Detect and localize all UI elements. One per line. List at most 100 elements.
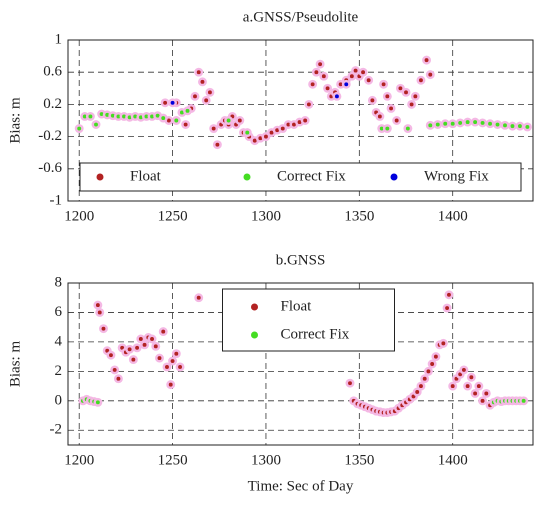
point xyxy=(455,118,465,128)
point xyxy=(190,91,200,101)
point xyxy=(444,290,454,300)
y-tick-label: -0.2 xyxy=(38,128,62,144)
point xyxy=(158,327,168,337)
plot-frame xyxy=(67,282,534,446)
y-tick-label: 8 xyxy=(55,274,63,290)
point xyxy=(160,98,170,108)
point xyxy=(332,91,342,101)
point xyxy=(425,120,435,130)
y-axis-label: Bias: m xyxy=(7,97,23,144)
point xyxy=(519,396,529,406)
point xyxy=(420,374,430,384)
legend-marker xyxy=(251,331,258,339)
point xyxy=(91,120,101,129)
point xyxy=(466,372,476,382)
point xyxy=(93,300,103,310)
legend-marker xyxy=(243,173,251,181)
point xyxy=(171,116,181,125)
point xyxy=(319,71,329,81)
point xyxy=(323,83,333,93)
legend-marker xyxy=(96,173,104,181)
point xyxy=(300,116,310,125)
point xyxy=(422,55,432,65)
x-tick-label: 1300 xyxy=(251,208,281,224)
x-tick-label: 1350 xyxy=(344,452,374,468)
x-tick-label: 1200 xyxy=(64,452,94,468)
legend-marker xyxy=(251,303,258,311)
point xyxy=(183,106,192,116)
x-tick-label: 1350 xyxy=(344,208,374,224)
point xyxy=(110,365,120,375)
x-tick-label: 1250 xyxy=(158,452,188,468)
point xyxy=(235,116,245,125)
point xyxy=(155,353,164,363)
point xyxy=(407,99,417,109)
point xyxy=(147,334,157,344)
point xyxy=(463,117,473,127)
point xyxy=(493,120,502,129)
y-tick-label: 1 xyxy=(55,31,63,47)
point xyxy=(425,70,435,80)
legend-label: Correct Fix xyxy=(281,326,350,342)
point xyxy=(194,67,204,77)
point xyxy=(375,112,385,121)
legend-marker xyxy=(390,173,398,181)
point xyxy=(106,350,116,360)
point xyxy=(463,381,473,391)
point xyxy=(448,119,458,129)
point xyxy=(140,340,150,350)
y-tick-label: 4 xyxy=(55,333,63,349)
point xyxy=(438,338,448,348)
y-tick-label: 6 xyxy=(55,304,63,320)
point xyxy=(442,303,452,313)
point xyxy=(522,122,532,132)
legend-box xyxy=(222,288,395,352)
point xyxy=(485,119,495,129)
point xyxy=(201,95,211,105)
point xyxy=(278,124,288,134)
y-tick-label: -0.6 xyxy=(38,160,62,176)
point xyxy=(168,356,178,366)
point xyxy=(308,79,318,89)
point xyxy=(478,396,488,406)
point xyxy=(379,79,389,89)
point xyxy=(358,67,368,77)
point xyxy=(168,98,178,108)
legend-box xyxy=(79,162,522,192)
x-tick-label: 1250 xyxy=(158,208,188,224)
point xyxy=(470,117,480,127)
point xyxy=(508,121,517,131)
point xyxy=(448,381,458,391)
point xyxy=(416,381,426,391)
point xyxy=(500,120,510,130)
point xyxy=(345,378,355,388)
point xyxy=(382,91,392,101)
legend-label: Float xyxy=(281,298,313,314)
point xyxy=(423,366,433,376)
point xyxy=(74,124,84,134)
y-tick-label: -2 xyxy=(50,422,63,438)
x-tick-label: 1400 xyxy=(438,452,468,468)
point xyxy=(158,113,168,123)
point xyxy=(440,119,450,129)
point xyxy=(113,374,123,384)
x-tick-label: 1300 xyxy=(251,452,281,468)
y-tick-label: 0.6 xyxy=(43,64,62,80)
point xyxy=(341,79,351,89)
point xyxy=(515,121,525,131)
point xyxy=(311,67,321,77)
point xyxy=(395,83,405,93)
point xyxy=(194,293,204,303)
point xyxy=(95,308,105,317)
point xyxy=(474,381,484,391)
chart-title: a.GNSS/Pseudolite xyxy=(243,9,359,25)
point xyxy=(470,389,480,398)
y-tick-label: 0.2 xyxy=(43,96,62,112)
point xyxy=(416,75,426,85)
point xyxy=(166,380,176,390)
point xyxy=(481,389,491,398)
legend-label: Wrong Fix xyxy=(424,168,489,184)
point xyxy=(224,116,234,125)
point xyxy=(151,341,161,351)
